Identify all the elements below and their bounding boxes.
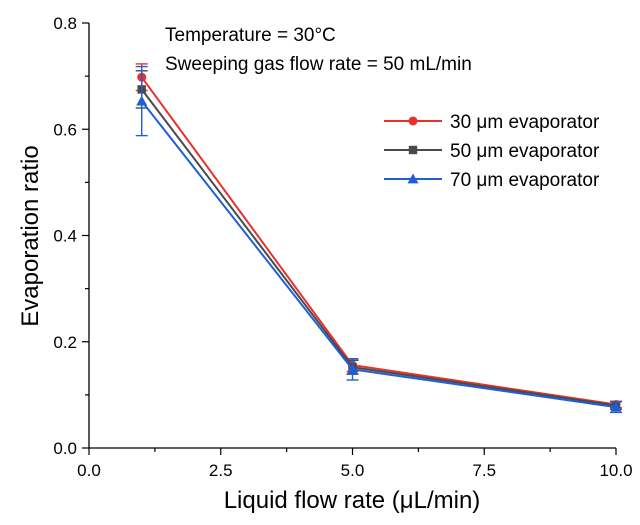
x-tick-label: 10.0 — [599, 461, 632, 480]
x-tick-label: 7.5 — [472, 461, 496, 480]
legend-label: 50 μm evaporator — [450, 141, 600, 162]
y-tick-label: 0.2 — [53, 333, 77, 352]
legend-label: 70 μm evaporator — [450, 170, 600, 191]
legend-marker — [407, 173, 419, 184]
y-tick-label: 0.0 — [53, 439, 77, 458]
legend-label: 30 μm evaporator — [450, 112, 600, 133]
data-point — [610, 401, 622, 412]
y-axis-title: Evaporation ratio — [17, 145, 44, 326]
annotation-temperature: Temperature = 30°C — [165, 25, 336, 46]
y-tick-label: 0.8 — [53, 14, 77, 33]
annotation-sweeping-gas: Sweeping gas flow rate = 50 mL/min — [165, 54, 472, 75]
data-point — [136, 95, 148, 106]
legend-marker — [408, 145, 418, 155]
series-triangle — [135, 65, 622, 414]
series-line — [140, 88, 617, 407]
x-tick-label: 0.0 — [77, 461, 101, 480]
x-axis-title: Liquid flow rate (μL/min) — [224, 487, 481, 514]
y-tick-label: 0.6 — [53, 120, 77, 139]
legend: 30 μm evaporator 50 μm evaporator 70 μm ev… — [384, 112, 600, 191]
x-tick-label: 2.5 — [209, 461, 233, 480]
y-tick-label: 0.4 — [53, 227, 77, 246]
x-tick-label: 5.0 — [341, 461, 365, 480]
data-point — [347, 363, 358, 374]
legend-marker — [408, 116, 418, 126]
